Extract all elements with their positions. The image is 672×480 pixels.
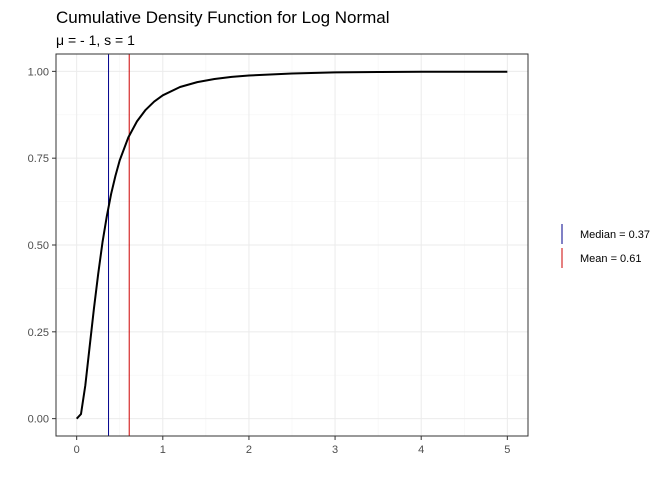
plot-panel: 0 1 2 3 4 5 0.00 0.25 0.50 0.75 1.00 xyxy=(28,53,529,456)
legend-mean-label: Mean = 0.61 xyxy=(580,253,641,265)
y-tick-label: 0.25 xyxy=(28,327,49,339)
chart-subtitle: μ = - 1, s = 1 xyxy=(56,32,135,48)
cdf-curve xyxy=(75,70,508,420)
x-tick-label: 2 xyxy=(246,444,252,456)
legend: Median = 0.37 Mean = 0.61 xyxy=(561,224,650,268)
y-tick-label: 0.75 xyxy=(28,153,49,165)
chart-title: Cumulative Density Function for Log Norm… xyxy=(56,8,390,27)
y-tick-label: 0.50 xyxy=(28,240,49,252)
x-tick-label: 4 xyxy=(418,444,424,456)
x-tick-label: 5 xyxy=(504,444,510,456)
y-tick-label: 0.00 xyxy=(28,414,49,426)
x-tick-label: 0 xyxy=(74,444,80,456)
y-tick-label: 1.00 xyxy=(28,66,49,78)
x-tick-label: 3 xyxy=(332,444,338,456)
legend-median-label: Median = 0.37 xyxy=(580,229,650,241)
x-tick-label: 1 xyxy=(160,444,166,456)
